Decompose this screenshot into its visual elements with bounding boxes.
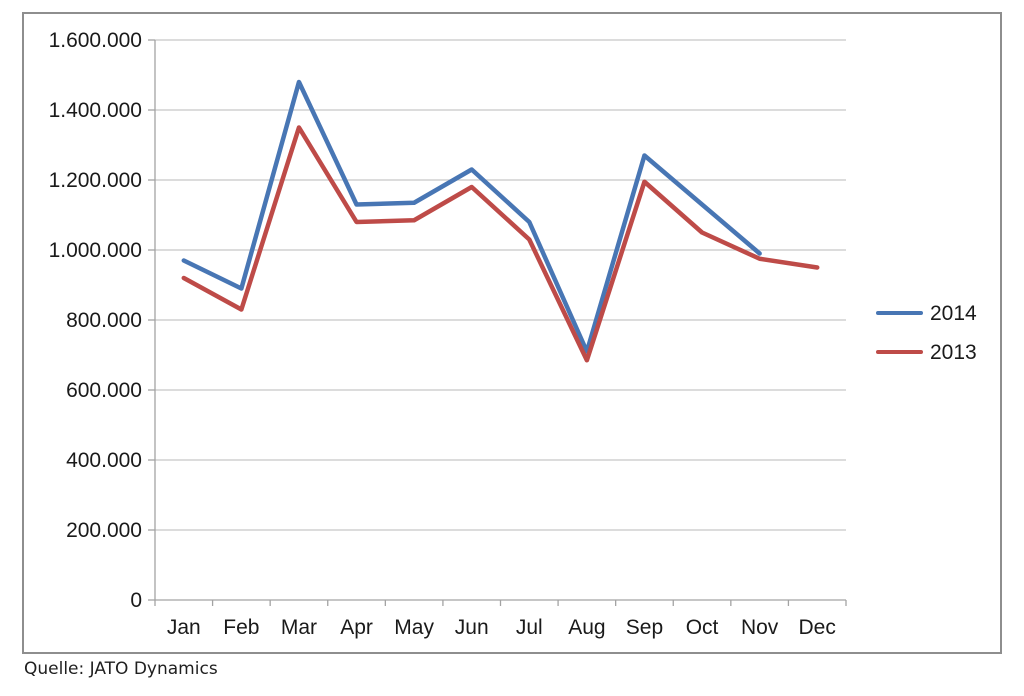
y-tick-label: 1.600.000 [49, 29, 142, 52]
chart-legend: 2014 2013 [876, 300, 977, 378]
x-tick-label: Mar [281, 616, 317, 639]
x-tick-label: Sep [626, 616, 663, 639]
series-line-2014 [181, 79, 762, 354]
y-tick-label: 1.200.000 [49, 169, 142, 192]
x-tick-label: Jun [455, 616, 489, 639]
x-tick-label: Jan [167, 616, 201, 639]
y-tick-label: 1.400.000 [49, 99, 142, 122]
legend-line-swatch-2013 [876, 350, 923, 354]
x-axis-labels: Jan Feb Mar Apr May Jun Jul Aug Sep Oct Nov Dec [154, 600, 847, 639]
legend-line-swatch-2014 [876, 311, 923, 315]
y-tick-label: 400.000 [66, 449, 142, 472]
y-tick-label: 0 [130, 589, 142, 612]
line-chart: 0 200.000 400.000 600.000 800.000 1.000.000 1.… [49, 29, 847, 639]
source-note: Quelle: JATO Dynamics [24, 659, 218, 679]
legend-item-2013: 2013 [876, 339, 977, 365]
x-tick-label: Oct [686, 616, 719, 639]
x-tick-label: Jul [516, 616, 543, 639]
x-tick-label: Dec [799, 616, 836, 639]
chart-frame: 0 200.000 400.000 600.000 800.000 1.000.000 1.… [22, 12, 1002, 654]
y-axis-labels: 0 200.000 400.000 600.000 800.000 1.000.000 1.… [49, 29, 155, 612]
series-line-2013 [181, 125, 820, 363]
y-tick-label: 600.000 [66, 379, 142, 402]
legend-label-2014: 2014 [930, 301, 977, 325]
x-tick-label: Nov [741, 616, 779, 639]
y-tick-label: 800.000 [66, 309, 142, 332]
legend-item-2014: 2014 [876, 300, 977, 326]
legend-label-2013: 2013 [930, 340, 977, 364]
x-tick-label: May [394, 616, 434, 639]
y-tick-label: 1.000.000 [49, 239, 142, 262]
x-tick-label: Apr [340, 616, 373, 639]
y-tick-label: 200.000 [66, 519, 142, 542]
x-tick-label: Aug [568, 616, 605, 639]
x-tick-label: Feb [223, 616, 259, 639]
gridlines [155, 39, 846, 531]
